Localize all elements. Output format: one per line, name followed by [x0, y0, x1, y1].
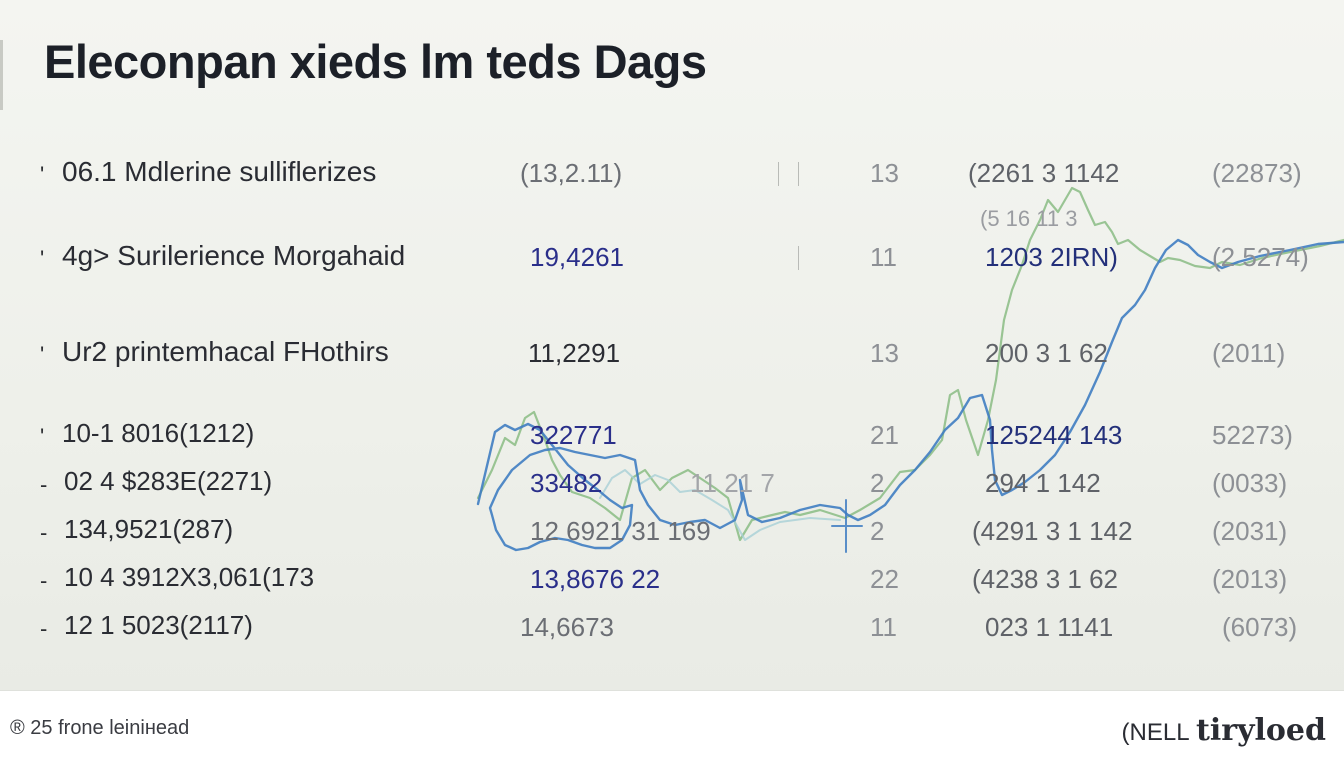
row-value-4: (2011): [1212, 338, 1286, 368]
row-value-1: (13,2.11): [520, 158, 623, 188]
row-bullet: ': [40, 246, 45, 271]
overlay-label: (5 16 11 3: [980, 206, 1078, 231]
row-bullet: -: [40, 616, 48, 641]
row-value-1: 19,4261: [530, 242, 624, 272]
row-value-1: 12 6921 31 169: [530, 516, 711, 546]
row-value-1: 33482: [530, 468, 603, 498]
row-value-2: 21: [870, 420, 899, 450]
row-value-2: 22: [870, 564, 899, 594]
row-label: 06.1 Mdlerine sulliflerizes: [62, 156, 377, 187]
row-value-2: 13: [870, 158, 899, 188]
footer-note: ® 25 frone leinінead: [10, 717, 190, 739]
row-value-1: 11,2291: [528, 338, 621, 368]
table-row: ' 4g> Surilerience Morgahaid 19,4261 11 …: [0, 240, 1344, 280]
row-value-3: 023 1 1141: [985, 612, 1114, 642]
left-margin-rule: [0, 40, 3, 110]
column-divider: [778, 162, 779, 186]
row-value-2: 2: [870, 516, 885, 546]
row-label: Ur2 printemhacal FHothirs: [62, 336, 389, 367]
row-value-2: 13: [870, 338, 899, 368]
row-value-1: 14,6673: [520, 612, 614, 642]
row-value-4: (6073): [1222, 612, 1298, 642]
row-value-4: (2031): [1212, 516, 1288, 546]
row-value-4: (2013): [1212, 564, 1288, 594]
footer-bar: ® 25 frone leinінead (NELL tiryloed: [0, 690, 1344, 769]
row-bullet: -: [40, 472, 48, 497]
row-value-3: 1203 2IRN): [985, 242, 1118, 272]
row-value-4: (0033): [1212, 468, 1288, 498]
row-value-4: 52273): [1212, 420, 1293, 450]
column-divider: [798, 162, 799, 186]
row-value-3: (4291 3 1 142: [972, 516, 1133, 546]
row-value-2: 11: [870, 612, 897, 642]
row-bullet: -: [40, 520, 48, 545]
row-value-3: 200 3 1 62: [985, 338, 1108, 368]
table-row: ' 10-1 8016(1212) 322771 21 125244 143 5…: [0, 418, 1344, 458]
row-bullet: ': [40, 162, 45, 187]
row-value-3: (2261 3 1142: [968, 158, 1120, 188]
row-value-2: 2: [870, 468, 885, 498]
row-value-4: (2 5274): [1212, 242, 1309, 272]
row-value-3: 294 1 142: [985, 468, 1101, 498]
overlay-label: 11 21 7: [690, 468, 775, 498]
row-value-2: 11: [870, 242, 897, 272]
footer-brand: (NELL tiryloed: [1122, 713, 1326, 748]
row-value-3: (4238 3 1 62: [972, 564, 1119, 594]
row-bullet: -: [40, 568, 48, 593]
column-divider: [798, 246, 799, 270]
row-bullet: ': [40, 342, 45, 367]
row-label: 10-1 8016(1212): [62, 418, 255, 448]
row-value-1: 13,8676 22: [530, 564, 661, 594]
row-value-3: 125244 143: [985, 420, 1123, 450]
brand-logo-text: tiryloed: [1196, 713, 1326, 748]
table-row: - 134,9521(287) 12 6921 31 169 2 (4291 3…: [0, 514, 1344, 554]
row-value-4: (22873): [1212, 158, 1302, 188]
row-value-1: 322771: [530, 420, 617, 450]
table-row: - 10 4 3912X3,061(173 13,8676 22 22 (423…: [0, 562, 1344, 602]
footer-brand-prefix: (NELL: [1121, 719, 1190, 746]
table-row: - 12 1 5023(2117) 14,6673 11 023 1 1141 …: [0, 610, 1344, 650]
page-area: Eleconpan xieds lm teds Dags ' 06.1 Mdle…: [0, 0, 1344, 690]
row-label: 134,9521(287): [64, 514, 234, 544]
table-row: ' Ur2 printemhacal FHothirs 11,2291 13 2…: [0, 336, 1344, 376]
row-label: 02 4 $283E(2271): [64, 466, 273, 496]
row-label: 10 4 3912X3,061(173: [64, 562, 315, 592]
page-title: Eleconpan xieds lm teds Dags: [44, 35, 707, 88]
row-bullet: ': [40, 424, 45, 449]
table-row: ' 06.1 Mdlerine sulliflerizes (13,2.11) …: [0, 156, 1344, 196]
overlay-label-row: (5 16 11 3: [0, 204, 1344, 244]
row-label: 12 1 5023(2117): [64, 610, 253, 640]
table-row: - 02 4 $283E(2271) 33482 11 21 7 2 294 1…: [0, 466, 1344, 506]
row-label: 4g> Surilerience Morgahaid: [62, 240, 406, 271]
